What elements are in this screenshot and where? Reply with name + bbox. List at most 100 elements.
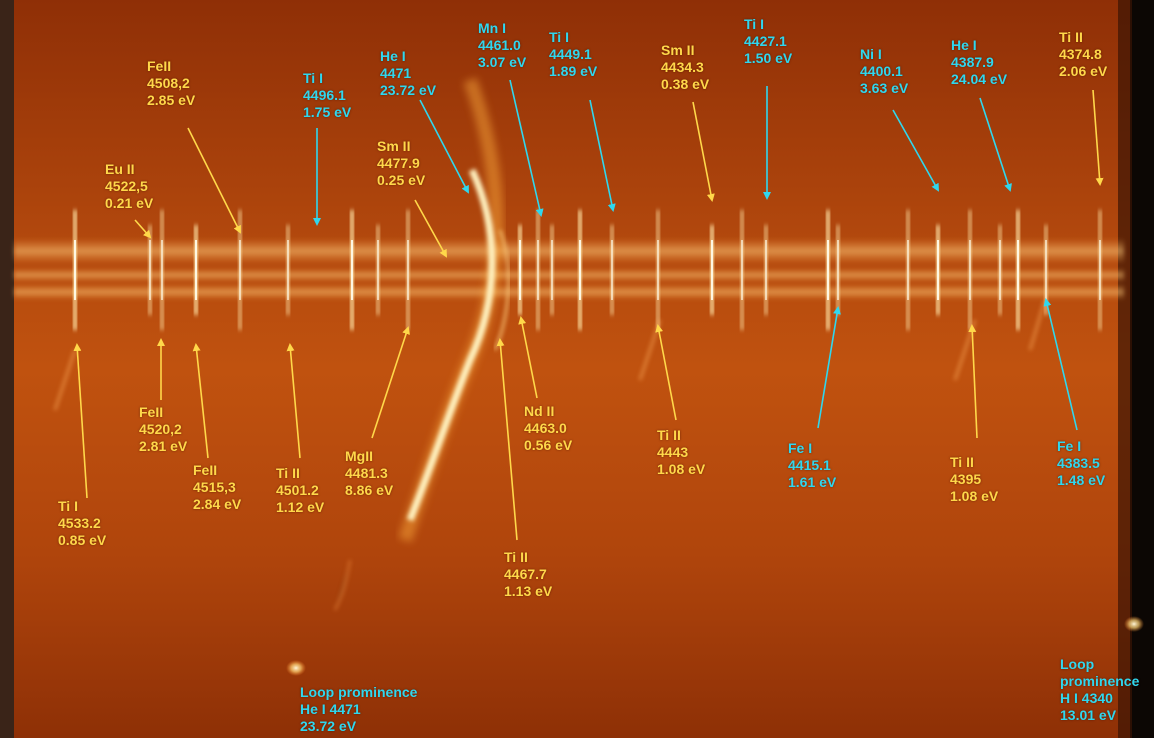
label-line: Ti I <box>549 29 569 45</box>
label-line: 4515,3 <box>193 479 236 495</box>
label-feii-4508: FeII 4508,2 2.85 eV <box>147 58 195 109</box>
label-feii-4515: FeII 4515,3 2.84 eV <box>193 462 241 513</box>
label-line: 4443 <box>657 444 689 460</box>
label-line: 4395 <box>950 471 982 487</box>
label-line: 4461.0 <box>478 37 521 53</box>
label-line: 2.85 eV <box>147 92 196 108</box>
emission-line-core <box>149 240 151 300</box>
label-line: Ti I <box>303 70 323 86</box>
label-line: 1.48 eV <box>1057 472 1106 488</box>
emission-line-core <box>195 240 197 300</box>
label-line: 2.81 eV <box>139 438 188 454</box>
annotation-arrows <box>73 79 1104 541</box>
label-ti-i-4496: Ti I 4496.1 1.75 eV <box>303 70 351 121</box>
label-line: 13.01 eV <box>1060 707 1117 723</box>
label-ti-i-4533: Ti I 4533.2 0.85 eV <box>58 498 106 549</box>
label-line: 24.04 eV <box>951 71 1008 87</box>
label-line: He I <box>951 37 977 53</box>
label-line: Sm II <box>377 138 411 154</box>
label-line: 4427.1 <box>744 33 787 49</box>
label-line: FeII <box>139 404 164 420</box>
label-line: Ti I <box>744 16 764 32</box>
label-ti-i-4449: Ti I 4449.1 1.89 eV <box>549 29 597 80</box>
continuum-bands <box>14 238 1124 300</box>
label-line: Ni I <box>860 46 882 62</box>
label-line: 4415.1 <box>788 457 831 473</box>
emission-line-core <box>907 240 909 300</box>
emission-line-core <box>827 240 829 300</box>
emission-line-core <box>519 240 521 300</box>
emission-line-core <box>161 240 163 300</box>
label-line: 4481.3 <box>345 465 388 481</box>
emission-line-core <box>611 240 613 300</box>
label-line: FeII <box>193 462 218 478</box>
label-line: 4387.9 <box>951 54 994 70</box>
label-line: Ti II <box>504 549 528 565</box>
label-line: Ti II <box>657 427 681 443</box>
label-sm-ii-4477: Sm II 4477.9 0.25 eV <box>377 138 425 189</box>
label-ti-ii-4443: Ti II 4443 1.08 eV <box>657 427 705 478</box>
label-line: Ti II <box>950 454 974 470</box>
label-line: 4533.2 <box>58 515 101 531</box>
label-ni-i-4400: Ni I 4400.1 3.63 eV <box>860 46 908 97</box>
label-line: 0.21 eV <box>105 195 154 211</box>
label-line: 23.72 eV <box>300 718 357 734</box>
emission-line-core <box>1017 240 1019 300</box>
label-line: He I 4471 <box>300 701 361 717</box>
loop-prominence-he <box>286 660 306 676</box>
left-edge-strip <box>0 0 14 738</box>
label-line: 3.63 eV <box>860 80 909 96</box>
label-line: Ti II <box>1059 29 1083 45</box>
emission-line-core <box>657 240 659 300</box>
label-line: 0.85 eV <box>58 532 107 548</box>
label-line: 0.25 eV <box>377 172 426 188</box>
label-line: 1.61 eV <box>788 474 837 490</box>
emission-line-core <box>1045 240 1047 300</box>
label-fe-i-4415: Fe I 4415.1 1.61 eV <box>788 440 836 491</box>
emission-line-core <box>407 240 409 300</box>
label-line: 4383.5 <box>1057 455 1100 471</box>
label-line: 1.50 eV <box>744 50 793 66</box>
label-line: 1.08 eV <box>657 461 706 477</box>
label-line: Nd II <box>524 403 555 419</box>
emission-line-core <box>74 240 76 300</box>
label-line: 2.84 eV <box>193 496 242 512</box>
label-line: 4434.3 <box>661 59 704 75</box>
label-eu-ii-4522: Eu II 4522,5 0.21 eV <box>105 161 153 212</box>
label-mn-i-4461: Mn I 4461.0 3.07 eV <box>478 20 526 71</box>
label-sm-ii-4434: Sm II 4434.3 0.38 eV <box>661 42 709 93</box>
label-fe-i-4383: Fe I 4383.5 1.48 eV <box>1057 438 1105 489</box>
label-line: 1.08 eV <box>950 488 999 504</box>
label-line: Loop prominence <box>300 684 418 700</box>
emission-line-core <box>287 240 289 300</box>
right-edge-dark <box>1130 0 1154 738</box>
label-line: 4496.1 <box>303 87 346 103</box>
label-line: 4477.9 <box>377 155 420 171</box>
emission-line-core <box>351 240 353 300</box>
label-line: 0.38 eV <box>661 76 710 92</box>
label-line: FeII <box>147 58 172 74</box>
label-line: Eu II <box>105 161 135 177</box>
label-nd-ii-4463: Nd II 4463.0 0.56 eV <box>524 403 572 454</box>
label-line: 8.86 eV <box>345 482 394 498</box>
emission-line-core <box>741 240 743 300</box>
label-he-i-4471: He I 4471 23.72 eV <box>380 48 436 99</box>
label-mgii-4481: MgII 4481.3 8.86 eV <box>345 448 393 499</box>
emission-line-core <box>377 240 379 300</box>
label-ti-ii-4395: Ti II 4395 1.08 eV <box>950 454 998 505</box>
label-line: He I <box>380 48 406 64</box>
label-feii-4520: FeII 4520,2 2.81 eV <box>139 404 187 455</box>
label-line: 0.56 eV <box>524 437 573 453</box>
emission-line-core <box>711 240 713 300</box>
emission-line-core <box>937 240 939 300</box>
emission-line-core <box>579 240 581 300</box>
emission-line-core <box>551 240 553 300</box>
emission-line-core <box>765 240 767 300</box>
emission-line-core <box>969 240 971 300</box>
label-line: 1.12 eV <box>276 499 325 515</box>
label-line: 23.72 eV <box>380 82 437 98</box>
label-line: 3.07 eV <box>478 54 527 70</box>
label-line: Fe I <box>1057 438 1082 454</box>
loop-prominence-h <box>1124 616 1144 632</box>
